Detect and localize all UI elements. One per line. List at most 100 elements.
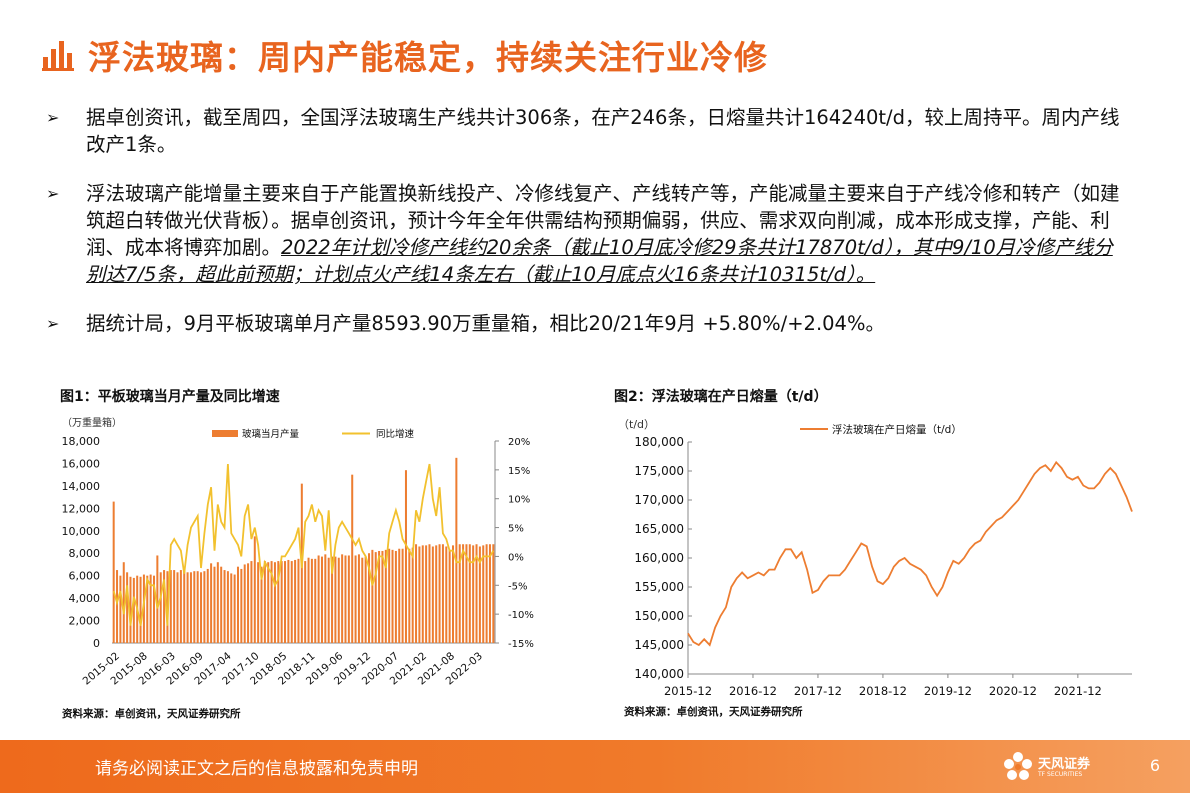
bar bbox=[270, 561, 273, 643]
y2-tick-label: 20% bbox=[508, 437, 530, 448]
y2-tick-label: 0% bbox=[508, 552, 524, 563]
bar bbox=[230, 573, 233, 643]
bar bbox=[189, 572, 192, 643]
bar bbox=[354, 555, 357, 643]
bar bbox=[320, 556, 323, 643]
bar bbox=[304, 561, 307, 643]
bullet-item: ➢ 据统计局，9月平板玻璃单月产量8593.90万重量箱，相比20/21年9月 … bbox=[42, 310, 1122, 337]
y2-tick-label: -15% bbox=[508, 639, 534, 650]
bar bbox=[347, 555, 350, 643]
bar bbox=[179, 570, 182, 643]
bar bbox=[378, 550, 381, 643]
bar bbox=[428, 544, 431, 643]
bar bbox=[243, 564, 246, 643]
bar bbox=[361, 557, 364, 643]
y-tick-label: 2,000 bbox=[69, 615, 101, 628]
bar bbox=[233, 574, 236, 643]
bar bbox=[401, 548, 404, 643]
bar bbox=[451, 545, 455, 643]
bar bbox=[341, 554, 344, 643]
bar bbox=[468, 544, 471, 643]
bar bbox=[408, 548, 411, 643]
slide-title-bar: 浮法玻璃：周内产能稳定，持续关注行业冷修 bbox=[40, 30, 768, 80]
y2-tick-label: -10% bbox=[508, 610, 534, 621]
y-axis-unit-label: （t/d） bbox=[618, 418, 655, 431]
bar bbox=[374, 552, 377, 643]
bar bbox=[257, 562, 260, 643]
bar bbox=[435, 545, 438, 643]
arrow-bullet-icon: ➢ bbox=[46, 184, 60, 203]
bar bbox=[462, 544, 465, 643]
bar bbox=[472, 545, 475, 643]
bar bbox=[465, 544, 468, 643]
figure2-chart: （t/d） 140,000 145,000 150,000 155,000 160,000… bbox=[618, 418, 1133, 698]
company-logo: 天风证券 TF SECURITIES bbox=[1002, 748, 1112, 786]
arrow-bullet-icon: ➢ bbox=[46, 314, 60, 333]
capacity-line bbox=[687, 460, 1133, 647]
y-tick-label: 18,000 bbox=[62, 435, 101, 448]
bar bbox=[203, 571, 206, 643]
bar bbox=[458, 544, 461, 643]
y-tick-label: 170,000 bbox=[634, 493, 684, 507]
flower-logo-icon bbox=[1004, 752, 1032, 780]
logo-name: 天风证券 bbox=[1038, 757, 1091, 772]
figure2-title: 图2：浮法玻璃在产日熔量（t/d） bbox=[614, 389, 828, 405]
bar bbox=[223, 570, 226, 643]
bar bbox=[492, 544, 495, 643]
bar bbox=[210, 563, 213, 643]
bar bbox=[488, 544, 491, 643]
bullet-text: 据统计局，9月平板玻璃单月产量8593.90万重量箱，相比20/21年9月 +5… bbox=[86, 312, 885, 335]
bar bbox=[418, 546, 421, 643]
bar bbox=[149, 574, 152, 643]
bar bbox=[277, 561, 280, 643]
arrow-bullet-icon: ➢ bbox=[46, 108, 60, 127]
bar bbox=[200, 572, 203, 643]
bar bbox=[216, 562, 219, 643]
y-tick-label: 180,000 bbox=[634, 435, 684, 449]
figure1-chart: （万重量箱） 0 2,000 4,000 6,000 8,000 10,000 12,000 1… bbox=[62, 416, 534, 688]
bar bbox=[364, 556, 367, 643]
bar bbox=[253, 536, 256, 643]
y2-tick-label: 15% bbox=[508, 466, 530, 477]
bar bbox=[263, 561, 266, 643]
bar bbox=[398, 548, 401, 643]
bar bbox=[314, 558, 317, 643]
bullet-emphasis-text: 2022年计划冷修产线约20余条（截止10月底冷修29条共计17870t/d），… bbox=[86, 236, 1113, 286]
bar bbox=[280, 561, 283, 643]
bar bbox=[324, 554, 327, 643]
bar bbox=[310, 558, 313, 643]
bar bbox=[482, 545, 485, 643]
x-tick-label: 2020-12 bbox=[989, 684, 1037, 698]
bar bbox=[438, 544, 441, 643]
yoy-line bbox=[112, 463, 495, 626]
y-tick-label: 175,000 bbox=[634, 464, 684, 478]
bar bbox=[368, 553, 371, 643]
bar bbox=[250, 561, 253, 643]
bar bbox=[307, 557, 310, 643]
y-axis-unit-label: （万重量箱） bbox=[62, 416, 122, 429]
bullet-text: 浮法玻璃产能增量主要来自于产能置换新线投产、冷修线复产、产线转产等，产能减量主要… bbox=[86, 182, 1120, 259]
bar bbox=[173, 570, 176, 643]
y-tick-label: 12,000 bbox=[62, 502, 101, 515]
bar bbox=[247, 563, 250, 643]
bar bbox=[196, 571, 199, 643]
y-tick-label: 155,000 bbox=[634, 580, 684, 594]
bar bbox=[475, 544, 478, 643]
bar bbox=[384, 549, 387, 643]
bar bbox=[317, 555, 320, 643]
bullet-item: ➢ 据卓创资讯，截至周四，全国浮法玻璃生产线共计306条，在产246条，日熔量共… bbox=[42, 104, 1122, 158]
figure1-title: 图1：平板玻璃当月产量及同比增速 bbox=[60, 389, 280, 405]
bar bbox=[287, 559, 290, 643]
x-tick-label: 2015-12 bbox=[664, 684, 712, 698]
bullet-text: 据卓创资讯，截至周四，全国浮法玻璃生产线共计306条，在产246条，日熔量共计1… bbox=[86, 106, 1120, 156]
logo-english: TF SECURITIES bbox=[1038, 771, 1083, 778]
figure1-source: 资料来源：卓创资讯，天风证券研究所 bbox=[62, 708, 241, 720]
x-tick-label: 2016-12 bbox=[729, 684, 777, 698]
bar bbox=[116, 570, 119, 643]
bar bbox=[381, 550, 384, 643]
bar bbox=[163, 570, 166, 643]
bar bbox=[267, 562, 270, 643]
bar bbox=[146, 575, 149, 643]
y2-tick-label: 5% bbox=[508, 524, 524, 535]
bar bbox=[112, 501, 115, 643]
